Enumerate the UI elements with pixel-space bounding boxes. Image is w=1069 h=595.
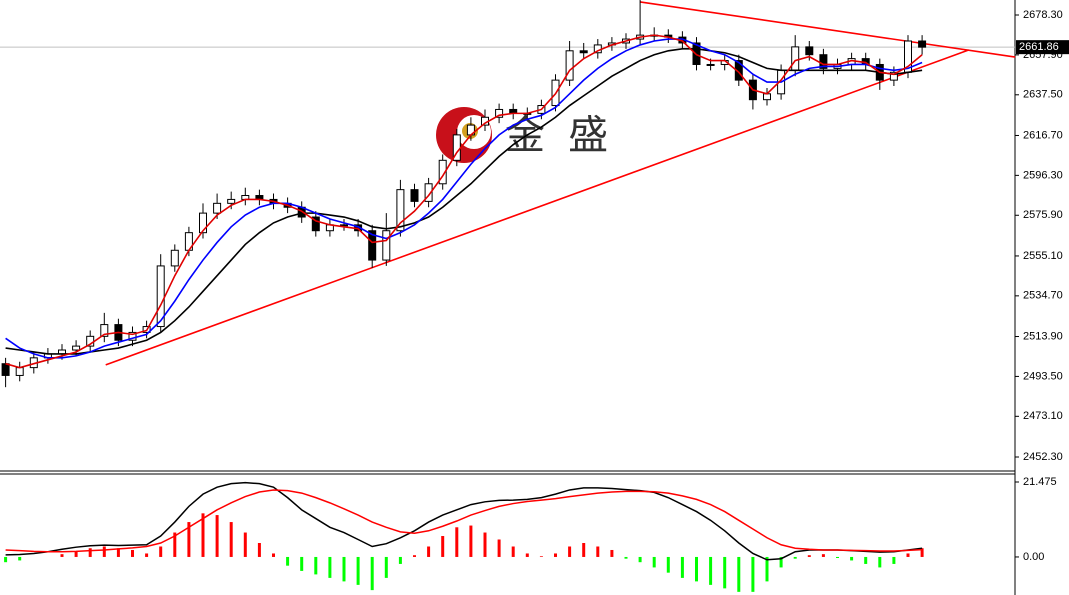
moving-average — [5, 38, 923, 359]
candle-body — [396, 189, 405, 232]
logo — [436, 107, 492, 163]
last-price-box — [1016, 40, 1069, 55]
trendline — [105, 49, 969, 366]
y-tick-label: 2513.90 — [1023, 330, 1063, 342]
candle-body — [763, 93, 771, 101]
macd-line — [5, 481, 923, 561]
candle-body — [410, 189, 419, 202]
y-tick-label: 2575.90 — [1023, 209, 1063, 221]
candle-body — [213, 202, 222, 214]
candle-body — [72, 345, 81, 351]
candle-body — [819, 54, 828, 69]
candle-body — [706, 63, 715, 66]
candle-body — [128, 331, 137, 341]
y-tick-label: 2555.10 — [1023, 250, 1063, 262]
candle-body — [424, 183, 433, 202]
candle-body — [15, 367, 24, 376]
candle-body — [579, 50, 588, 54]
y-tick-label: 2534.70 — [1023, 290, 1063, 302]
y-tick-label: 2452.30 — [1023, 451, 1063, 463]
candle-body — [438, 159, 447, 185]
candle-body — [918, 40, 927, 48]
y-tick-label: 2678.30 — [1023, 9, 1063, 21]
moving-average — [5, 34, 923, 369]
candle-body — [1, 363, 10, 376]
y-tick-label: 2473.10 — [1023, 410, 1063, 422]
candle-body — [791, 46, 800, 71]
candle-body — [889, 71, 898, 81]
candle-body — [495, 108, 504, 118]
signal-line — [5, 489, 923, 553]
candle-body — [368, 230, 377, 261]
candle-body — [100, 324, 109, 337]
trendline — [639, 1, 1016, 58]
candle-body — [311, 216, 320, 232]
candle-body — [565, 50, 574, 81]
candle-body — [340, 224, 348, 227]
last-price-label: 2661.86 — [1019, 41, 1059, 53]
y-tick-label: 2493.50 — [1023, 370, 1063, 382]
y-tick-label: 21.475 — [1023, 476, 1057, 488]
y-tick-label: 0.00 — [1023, 551, 1044, 563]
candle-body — [382, 230, 391, 261]
watermark: 金 盛 — [505, 114, 614, 158]
candle-body — [227, 198, 236, 204]
y-tick-label: 2596.30 — [1023, 169, 1063, 181]
candle-body — [170, 249, 179, 267]
y-tick-label: 2616.70 — [1023, 129, 1063, 141]
y-tick-label: 2637.50 — [1023, 89, 1063, 101]
candle-body — [805, 46, 814, 56]
candle-body — [199, 212, 207, 234]
moving-average — [5, 48, 923, 355]
